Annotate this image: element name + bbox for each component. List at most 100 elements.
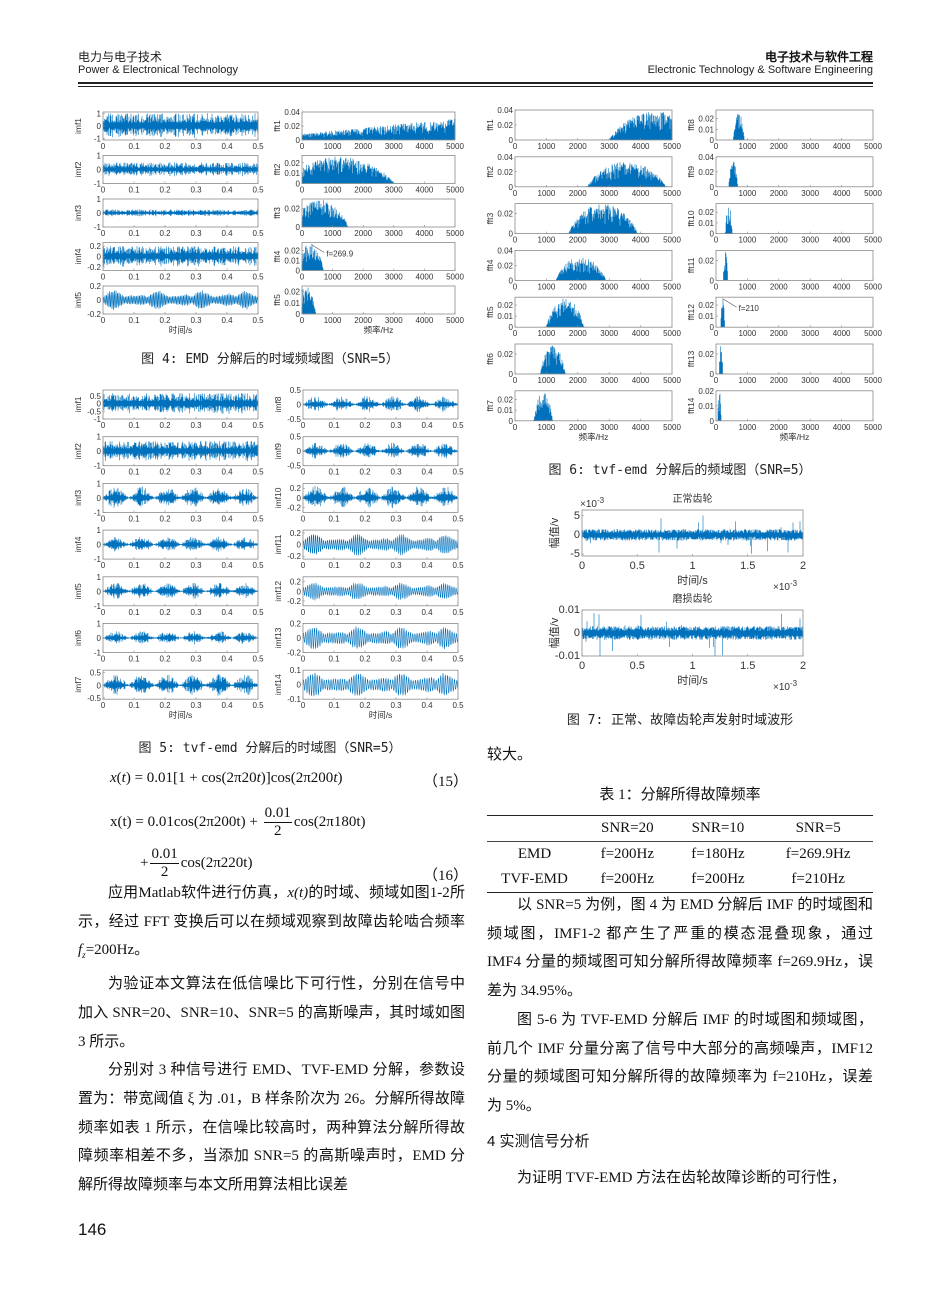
y-tick-label: 0.01 xyxy=(698,125,714,134)
y-axis-label: fft10 xyxy=(686,210,696,227)
x-tick-label: 5000 xyxy=(864,282,882,291)
x-tick-label: 0.4 xyxy=(221,142,233,151)
x-tick-label: 4000 xyxy=(632,282,650,291)
x-tick-label: 0 xyxy=(513,142,518,151)
y-tick-label: -0.1 xyxy=(287,695,301,704)
x-tick-label: 0.2 xyxy=(159,608,171,617)
table-cell: f=210Hz xyxy=(791,871,845,887)
paragraph: 图 5-6 为 TVF-EMD 分解后 IMF 的时域图和频域图，前几个 IMF… xyxy=(487,1011,873,1114)
y-tick-label: 0 xyxy=(710,183,715,192)
y-tick-label: -0.2 xyxy=(87,310,101,319)
y-tick-label: 1 xyxy=(97,152,102,161)
spectrum-trace xyxy=(301,156,436,184)
spectrum-trace xyxy=(726,161,741,187)
x-tick-label: 0.1 xyxy=(328,655,340,664)
x-tick-label: 5000 xyxy=(663,329,681,338)
x-tick-label: 5000 xyxy=(864,423,882,432)
x-tick-label: 5000 xyxy=(663,142,681,151)
x-tick-label: 0.5 xyxy=(252,468,264,477)
x-tick-label: 2000 xyxy=(354,142,372,151)
x-tick-label: 0.1 xyxy=(128,142,140,151)
y-tick-label: -1 xyxy=(94,135,102,144)
y-tick-label: 0.2 xyxy=(90,282,102,291)
section-heading: 4 实测信号分析 xyxy=(487,1133,590,1150)
axes-box xyxy=(301,242,456,271)
x-tick-label: 0.3 xyxy=(390,608,402,617)
signal-trace xyxy=(102,209,259,217)
equation-15: x(t) = 0.01[1 + cos(2π20t)]cos(2π200t) xyxy=(110,770,342,787)
x-tick-label: 1000 xyxy=(324,316,342,325)
x-tick-label: 0.3 xyxy=(190,514,202,523)
y-tick-label: 0 xyxy=(297,634,302,643)
x-axis-label: 频率/Hz xyxy=(780,432,810,442)
subplot-fft13: 0 0.02 0 1000 2000 3000 4000 5000 fft13 xyxy=(686,343,882,385)
x-tick-label: 5000 xyxy=(663,423,681,432)
x-tick-label: 4000 xyxy=(833,376,851,385)
signal-trace xyxy=(302,582,459,601)
signal-trace xyxy=(581,613,804,656)
right-column-text-2: 为证明 TVF-EMD 方法在齿轮故障诊断的可行性， xyxy=(487,1164,873,1193)
x-tick-label: 5000 xyxy=(663,236,681,245)
x-tick-label: 0.5 xyxy=(452,655,464,664)
x-tick-label: 0.3 xyxy=(190,655,202,664)
x-tick-label: 0.1 xyxy=(328,514,340,523)
y-axis-label: fft2 xyxy=(485,166,495,178)
x-tick-label: 0.1 xyxy=(128,273,140,282)
x-tick-label: 5000 xyxy=(864,376,882,385)
text: =200Hz。 xyxy=(85,942,150,959)
x-tick-label: 0.1 xyxy=(128,561,140,570)
x-tick-label: 0 xyxy=(301,468,306,477)
peak-annotation: f=210 xyxy=(739,304,760,313)
y-tick-label: 0.2 xyxy=(290,529,302,538)
y-axis-label: fft11 xyxy=(686,257,696,273)
signal-trace xyxy=(102,113,259,138)
x-tick-label: 1000 xyxy=(538,376,556,385)
y-tick-label: 0.02 xyxy=(497,210,513,219)
eq15-part: ) xyxy=(337,770,343,786)
y-axis-label: imf6 xyxy=(73,630,83,646)
x-tick-label: 0.2 xyxy=(159,273,171,282)
x-tick-label: 0 xyxy=(513,329,518,338)
axes-box xyxy=(514,390,673,422)
x-tick-label: 5000 xyxy=(864,329,882,338)
x-tick-label: 2000 xyxy=(569,329,587,338)
y-tick-label: 0.02 xyxy=(284,204,300,213)
x-tick-label: 0.4 xyxy=(221,655,233,664)
x-tick-label: 5000 xyxy=(446,273,464,282)
x-tick-label: 3000 xyxy=(385,186,403,195)
x-tick-label: 3000 xyxy=(801,282,819,291)
x-tick-label: 0 xyxy=(714,376,719,385)
x-tick-label: 4000 xyxy=(833,423,851,432)
table-header: SNR=5 xyxy=(795,820,841,836)
x-tick-label: 0.1 xyxy=(128,655,140,664)
x-tick-label: 0.2 xyxy=(159,142,171,151)
x-tick-label: 4000 xyxy=(416,142,434,151)
y-tick-label: 0.01 xyxy=(284,257,300,266)
y-tick-label: -1 xyxy=(94,415,102,424)
plot-title: 正常齿轮 xyxy=(673,492,713,505)
journal-name-en-right: Electronic Technology & Software Enginee… xyxy=(647,64,873,76)
y-tick-label: 0.04 xyxy=(497,106,513,115)
y-tick-label: 0 xyxy=(710,417,715,426)
x-tick-label: 1000 xyxy=(739,376,757,385)
x-tick-label: 0.5 xyxy=(252,514,264,523)
y-axis-label: fft9 xyxy=(686,166,696,178)
y-tick-label: 0 xyxy=(297,401,302,410)
fraction: 0.01 2 xyxy=(263,805,292,840)
x-tick-label: 0 xyxy=(101,514,106,523)
x-tick-label: 0.4 xyxy=(221,186,233,195)
x-tick-label: 1000 xyxy=(324,229,342,238)
y-tick-label: 0 xyxy=(97,447,102,456)
subplot-fft11: 0 0.02 0 1000 2000 3000 4000 5000 fft11 xyxy=(686,249,882,291)
y-tick-label: 0 xyxy=(97,122,102,131)
y-tick-label: 0.02 xyxy=(497,301,513,310)
x-tick-label: 0.5 xyxy=(252,229,264,238)
y-tick-label: 0 xyxy=(509,370,514,379)
y-tick-label: 0 xyxy=(297,681,302,690)
x-tick-label: 0 xyxy=(101,421,106,430)
y-tick-label: -1 xyxy=(94,223,102,232)
